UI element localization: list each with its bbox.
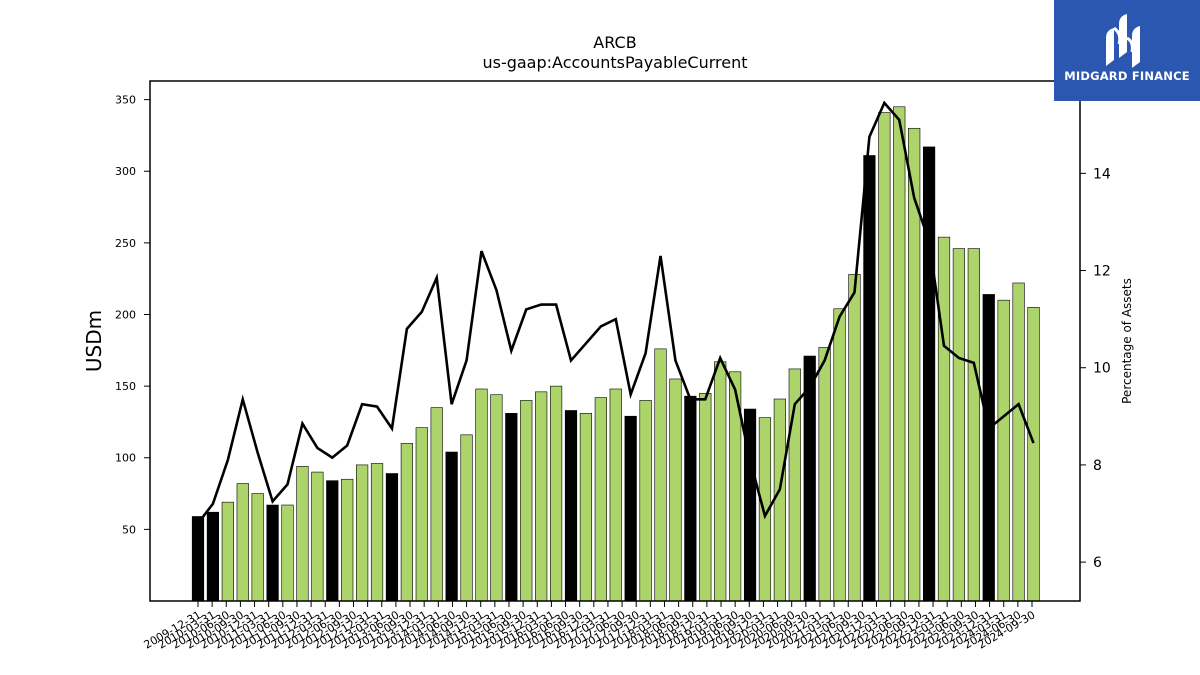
bar-26 xyxy=(579,413,593,602)
y-axis-label: USDm xyxy=(82,310,106,372)
y2-tick-label: 6 xyxy=(1093,555,1102,571)
logo-text: MIDGARD FINANCE xyxy=(1064,69,1190,83)
chart-title: ARCB xyxy=(593,33,636,52)
bar-35 xyxy=(714,361,727,602)
bar-12 xyxy=(370,463,384,602)
bar-50 xyxy=(937,236,951,602)
bar-7 xyxy=(296,466,309,602)
bar-10 xyxy=(341,478,354,602)
bar-29 xyxy=(624,415,637,602)
y-tick-label: 200 xyxy=(115,308,136,321)
bar-25 xyxy=(564,410,578,602)
bar-0 xyxy=(191,516,205,602)
bar-51 xyxy=(952,248,966,602)
y-tick-label: 150 xyxy=(115,380,136,393)
bar-55 xyxy=(1012,282,1025,602)
bar-53 xyxy=(982,294,995,602)
bar-1 xyxy=(206,511,220,602)
bar-54 xyxy=(997,299,1010,602)
y2-axis-label: Percentage of Assets xyxy=(1120,278,1134,404)
bar-47 xyxy=(893,106,906,602)
bar-30 xyxy=(639,400,652,602)
right-y-axis: 6 8 10 12 14 xyxy=(1080,166,1111,571)
x-axis: 2009-12-312010-03-312010-06-302010-09-30… xyxy=(142,601,1038,652)
bar-52 xyxy=(967,248,980,602)
bar-49 xyxy=(922,146,936,602)
bar-18 xyxy=(460,434,473,602)
y-tick-label: 300 xyxy=(115,165,136,178)
bar-32 xyxy=(669,378,682,602)
percentage-line xyxy=(196,100,1035,525)
bar-46 xyxy=(878,112,891,602)
y2-tick-label: 8 xyxy=(1093,458,1102,474)
bar-21 xyxy=(505,413,518,602)
bar-43 xyxy=(833,308,846,602)
bar-9 xyxy=(326,480,339,602)
bar-56 xyxy=(1027,307,1040,602)
bar-42 xyxy=(818,347,831,602)
bar-44 xyxy=(848,274,861,602)
left-y-axis: 50 100 150 200 250 300 350 xyxy=(115,94,150,536)
y-tick-label: 350 xyxy=(115,94,136,107)
y-tick-label: 50 xyxy=(122,523,136,536)
bar-45 xyxy=(863,155,876,602)
bar-22 xyxy=(520,400,533,602)
y-tick-label: 250 xyxy=(115,237,136,250)
bar-17 xyxy=(445,451,458,602)
bar-20 xyxy=(490,394,503,602)
bar-19 xyxy=(475,388,488,602)
bar-28 xyxy=(609,388,622,602)
bar-27 xyxy=(594,397,607,602)
y2-tick-label: 12 xyxy=(1093,264,1111,280)
bar-6 xyxy=(281,504,294,602)
bar-39 xyxy=(773,398,786,602)
y-tick-label: 100 xyxy=(115,452,136,465)
midgard-logo-icon xyxy=(1106,14,1140,68)
bar-4 xyxy=(251,493,264,602)
y2-tick-label: 14 xyxy=(1093,166,1111,182)
bar-24 xyxy=(549,385,563,602)
bar-11 xyxy=(356,464,369,602)
bar-34 xyxy=(699,392,712,602)
bar-33 xyxy=(684,395,697,602)
bar-2 xyxy=(221,501,234,602)
bar-14 xyxy=(400,443,413,602)
bar-3 xyxy=(236,483,249,602)
bar-23 xyxy=(535,391,548,602)
bar-8 xyxy=(311,471,324,602)
bar-15 xyxy=(415,427,428,602)
bar-5 xyxy=(266,504,279,602)
bar-31 xyxy=(654,348,667,602)
bar-16 xyxy=(430,407,443,602)
plot-frame xyxy=(149,80,1081,602)
bar-13 xyxy=(385,473,399,602)
bars-group xyxy=(191,106,1040,602)
logo-badge: MIDGARD FINANCE xyxy=(1054,0,1200,101)
y2-tick-label: 10 xyxy=(1093,361,1111,377)
chart-subtitle: us-gaap:AccountsPayableCurrent xyxy=(482,53,747,72)
